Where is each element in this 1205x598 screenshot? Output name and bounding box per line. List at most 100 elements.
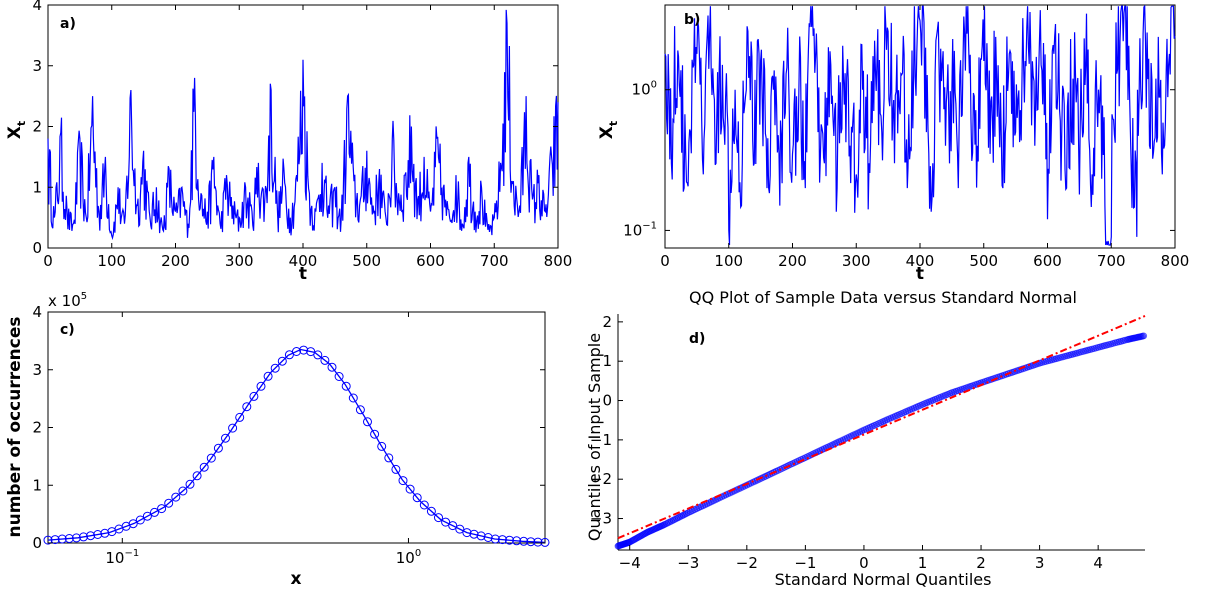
- panel-a-xtick-label: 0: [43, 252, 53, 270]
- panel-b-ytick-label: 100: [632, 80, 657, 99]
- panel-c-marker: [135, 515, 145, 525]
- panel-d-ticks: −4 −3 −2 −1 0 1 2 3 4 −3 −2 −1 0 1 2: [590, 313, 1103, 572]
- panel-c-marker: [263, 371, 273, 381]
- panel-a-ylabel-group: Xt: [5, 121, 28, 139]
- panel-a-ylabel: X: [5, 126, 25, 139]
- panel-b: 0 100 200 300 400 500 600 700 800 100 10−1 b) t Xt: [597, 4, 1189, 284]
- panel-c-marker: [441, 517, 451, 527]
- panel-c-plot-area: [43, 345, 550, 547]
- panel-d-xtick-label: −2: [736, 554, 758, 572]
- panel-a-xtick-label: 400: [289, 252, 318, 270]
- panel-c-marker: [150, 507, 159, 517]
- panel-b-ylabel-sub: t: [607, 121, 620, 126]
- panel-c-series-line: [47, 348, 546, 544]
- panel-b-xtick-label: 300: [842, 252, 871, 270]
- panel-b-xtick-label: 500: [969, 252, 998, 270]
- panel-d-ytick-label: 0: [602, 392, 612, 410]
- panel-c-multiplier-exp: 5: [81, 291, 87, 302]
- panel-c-marker: [363, 417, 372, 427]
- panel-c-marker: [185, 479, 195, 489]
- panel-c-marker: [270, 363, 280, 373]
- panel-c-marker: [57, 534, 67, 544]
- panel-a: 0 100 200 300 400 500 600 700 800 0 1 2 3 4 a) t Xt: [5, 0, 572, 284]
- panel-c-marker: [50, 535, 60, 545]
- panel-c-marker: [398, 476, 408, 486]
- panel-d-label: d): [689, 331, 705, 347]
- panel-d-ytick-label: 2: [602, 313, 612, 331]
- panel-c-marker: [512, 536, 522, 546]
- panel-c-marker: [235, 412, 245, 422]
- panel-c-label: c): [60, 322, 75, 338]
- panel-c-marker: [540, 537, 550, 547]
- panel-b-xtick-label: 700: [1097, 252, 1126, 270]
- panel-d-xtick-label: 3: [1035, 554, 1045, 572]
- panel-c-marker: [320, 355, 330, 365]
- panel-d-point: [1140, 332, 1148, 340]
- panel-c-marker: [284, 350, 294, 360]
- panel-c-marker: [469, 529, 479, 539]
- panel-d: QQ Plot of Sample Data versus Standard N…: [585, 288, 1148, 589]
- panel-c-marker: [476, 531, 486, 541]
- panel-c-marker: [93, 530, 103, 539]
- panel-a-xtick-label: 600: [416, 252, 445, 270]
- panel-d-xtick-label: −3: [677, 554, 699, 572]
- panel-a-series-line: [47, 9, 559, 241]
- panel-c-marker: [519, 536, 529, 546]
- panel-c-marker: [405, 484, 415, 494]
- panel-c-marker: [228, 423, 238, 433]
- panel-c-marker: [86, 531, 96, 541]
- panel-b-xtick-label: 100: [714, 252, 743, 270]
- panel-c-marker: [533, 537, 543, 547]
- panel-c-marker: [206, 453, 216, 463]
- panel-c-marker: [221, 433, 230, 443]
- panel-c-marker: [142, 511, 152, 521]
- panel-a-ytick-label: 0: [32, 239, 42, 257]
- panel-c-axes-box: [47, 311, 546, 544]
- panel-c-ytick-label: 2: [32, 419, 42, 437]
- panel-c-marker: [164, 498, 174, 508]
- panel-c-marker: [455, 524, 465, 534]
- panel-a-ticks: 0 100 200 300 400 500 600 700 800 0 1 2 3 4: [32, 0, 572, 270]
- panel-c-ytick-label: 4: [32, 303, 42, 321]
- panel-a-ytick-label: 4: [32, 0, 42, 14]
- panel-a-label: a): [60, 16, 76, 32]
- panel-c-marker: [412, 493, 422, 503]
- panel-c-marker: [292, 347, 301, 356]
- panel-d-ytick-label: −1: [590, 431, 612, 449]
- panel-a-xtick-label: 500: [352, 252, 381, 270]
- panel-c-marker: [426, 506, 436, 516]
- panel-c-marker: [213, 443, 223, 453]
- panel-a-ytick-label: 3: [32, 57, 42, 75]
- panel-c-marker: [79, 532, 88, 542]
- panel-a-xtick-label: 800: [544, 252, 573, 270]
- panel-d-title: QQ Plot of Sample Data versus Standard N…: [689, 288, 1077, 307]
- panel-d-xtick-label: −1: [794, 554, 816, 572]
- panel-c-marker: [128, 519, 138, 529]
- panel-b-plot-area: [664, 4, 1176, 246]
- panel-c-marker: [199, 462, 209, 472]
- panel-a-xtick-label: 300: [225, 252, 254, 270]
- panel-c-marker: [249, 391, 259, 401]
- panel-d-xtick-label: 1: [918, 554, 928, 572]
- panel-d-xtick-label: 4: [1093, 554, 1103, 572]
- panel-c-marker: [157, 504, 167, 514]
- panel-c-xtick-label: 10−1: [105, 548, 139, 567]
- panel-c-marker: [327, 362, 337, 372]
- panel-a-xtick-label: 200: [161, 252, 190, 270]
- panel-c-marker: [526, 537, 536, 547]
- panel-c-marker: [462, 528, 472, 538]
- panel-c-marker: [370, 429, 380, 439]
- panel-c-marker: [434, 513, 443, 523]
- panel-d-points: [614, 332, 1148, 550]
- panel-c-marker: [306, 347, 316, 357]
- svg-text:Xt: Xt: [597, 121, 620, 139]
- panel-c-multiplier: x 105: [48, 291, 87, 310]
- panel-b-axes-box: [664, 4, 1176, 249]
- panel-d-ytick-label: −2: [590, 470, 612, 488]
- panel-d-reference-line: [617, 315, 1146, 540]
- panel-c-marker: [43, 535, 53, 545]
- panel-c-marker: [505, 535, 514, 545]
- panel-c-marker: [71, 533, 81, 543]
